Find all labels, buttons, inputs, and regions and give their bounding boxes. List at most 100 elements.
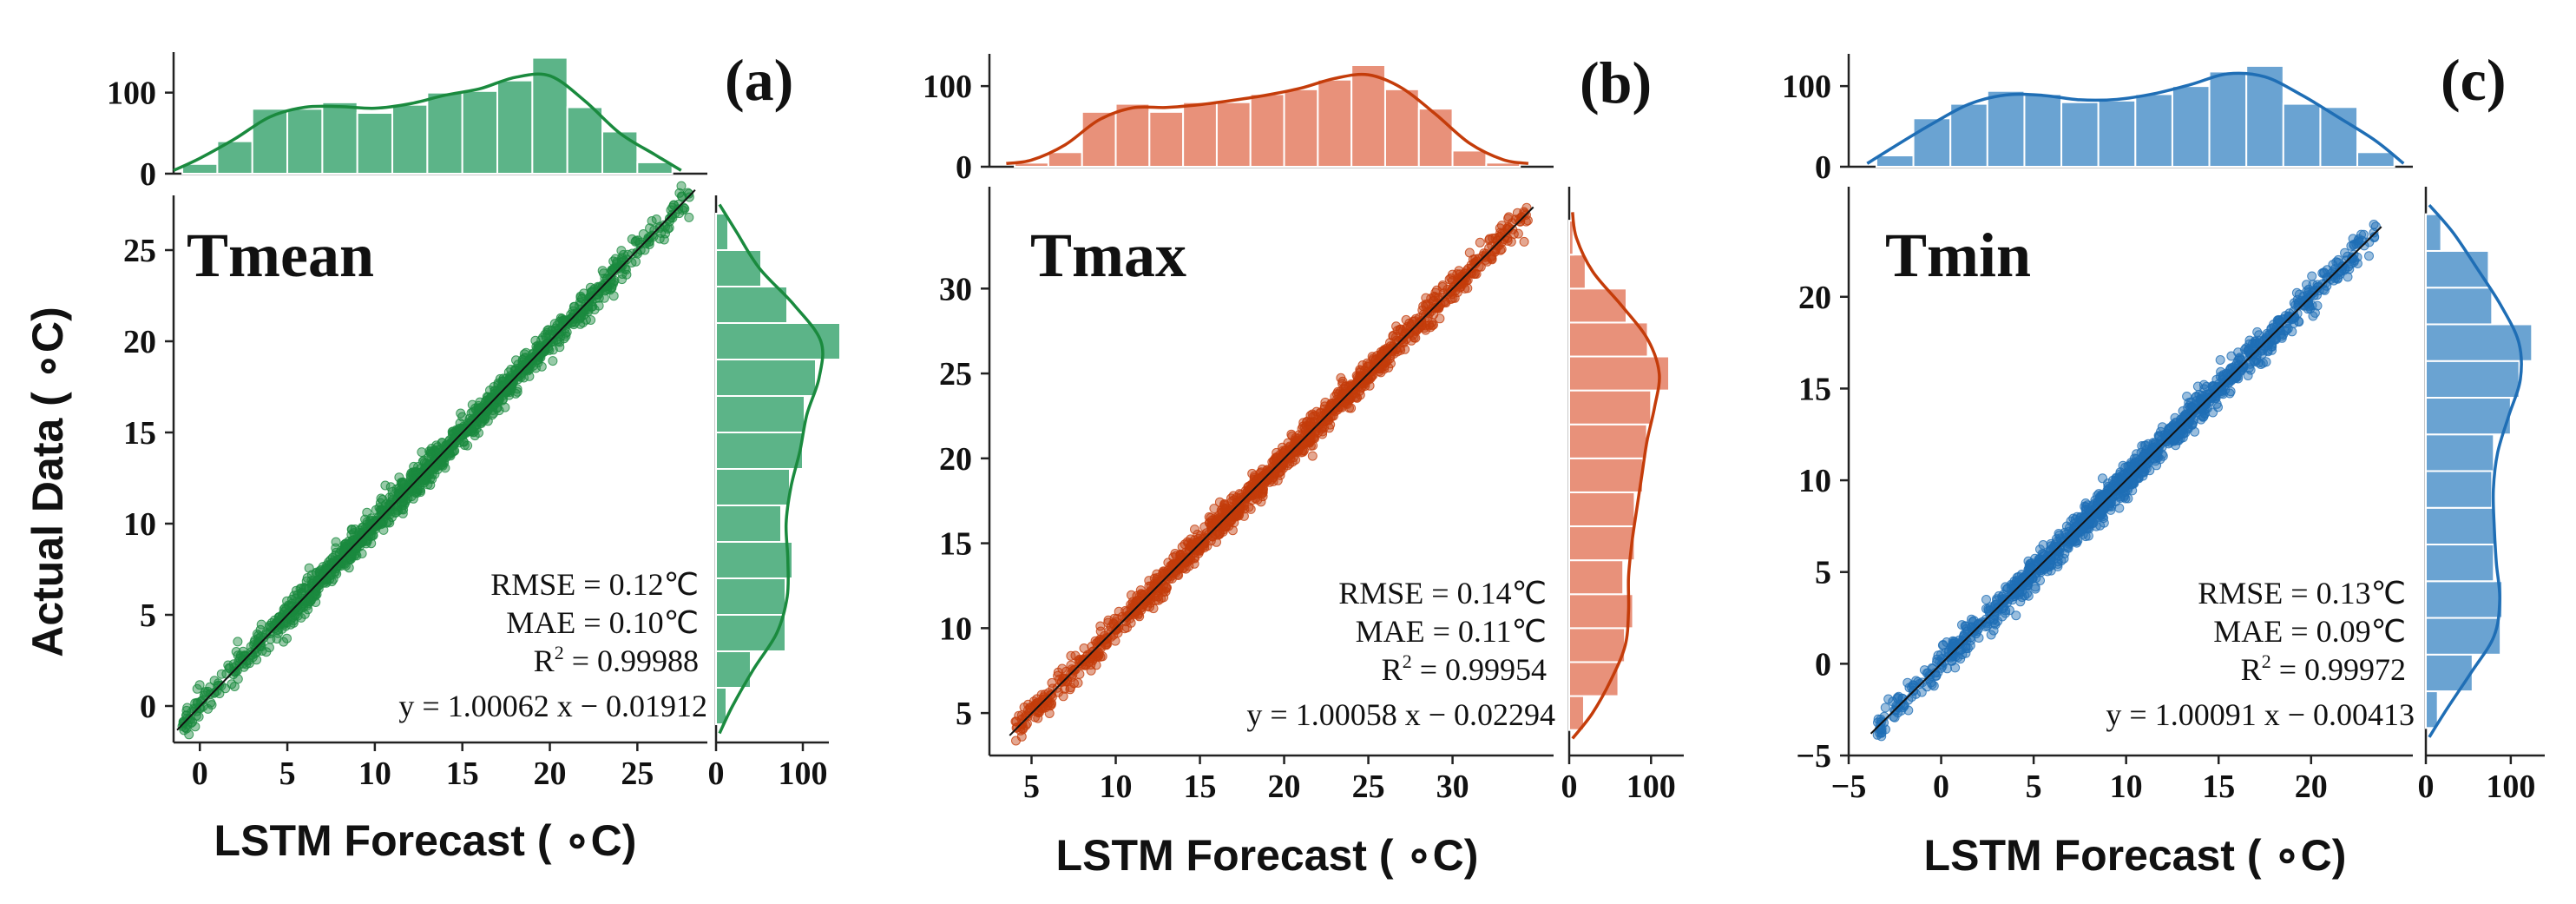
right-hist-tick-label: 0: [2418, 769, 2435, 805]
right-hist-bar: [715, 505, 782, 543]
rmse-text: RMSE = 0.12℃: [490, 567, 699, 602]
equation-text: y = 1.00091 x − 0.00413: [2106, 697, 2415, 732]
r2-text: R2 = 0.99988: [534, 642, 699, 678]
scatter-point: [1023, 699, 1034, 709]
top-hist-bar: [1949, 102, 1988, 168]
scatter-point: [674, 188, 685, 198]
scatter-point: [396, 478, 406, 488]
scatter-point: [1202, 541, 1212, 551]
scatter-point: [1876, 715, 1886, 724]
y-axis-label: Actual Data ( ∘C): [23, 307, 72, 657]
scatter-point: [1307, 451, 1318, 461]
scatter-point: [1091, 660, 1101, 670]
x-tick-label: 20: [1268, 769, 1301, 805]
top-hist-bar: [2134, 93, 2173, 168]
right-hist-bar: [2425, 653, 2474, 693]
y-tick-label: 0: [140, 689, 156, 725]
rmse-text: RMSE = 0.14℃: [1338, 576, 1547, 610]
right-hist-bar: [1568, 254, 1587, 290]
y-tick-label: 10: [123, 506, 156, 543]
right-hist-bar: [2425, 580, 2504, 619]
equation-text: y = 1.00062 x − 0.01912: [398, 689, 707, 723]
x-tick-label: 20: [534, 756, 567, 792]
scatter-point: [1232, 497, 1242, 507]
scatter-point: [2157, 449, 2167, 459]
right-hist-bar: [715, 432, 804, 470]
top-hist-bar: [2208, 70, 2248, 168]
y-tick-label: 15: [123, 415, 156, 452]
scatter-point: [1289, 442, 1299, 452]
right-hist-bar: [2425, 506, 2497, 546]
right-hist-bar: [2425, 213, 2442, 252]
top-hist-bar: [2060, 101, 2100, 168]
top-hist-bar: [636, 161, 674, 175]
scatter-point: [1160, 582, 1171, 592]
x-tick-label: 5: [1023, 769, 1040, 805]
x-tick-label: 0: [1933, 769, 1949, 805]
top-hist-bar: [1249, 93, 1285, 168]
y-tick-label: 15: [1798, 371, 1831, 407]
x-tick-label: 5: [2026, 769, 2042, 805]
scatter-point: [1249, 474, 1259, 485]
scatter-point: [445, 449, 456, 459]
scatter-point: [2109, 492, 2119, 501]
scatter-point: [1355, 390, 1365, 400]
scatter-point: [2001, 608, 2010, 618]
scatter-point: [2054, 529, 2064, 538]
scatter-point: [2319, 267, 2330, 278]
top-hist-bar: [1215, 101, 1252, 168]
scatter-point: [1047, 698, 1056, 709]
scatter-point: [608, 291, 619, 301]
scatter-point: [244, 658, 254, 669]
top-hist-bar: [1148, 110, 1185, 168]
top-hist-tick-label: 0: [140, 156, 156, 193]
scatter-point: [358, 522, 368, 532]
r2-prefix: R: [1382, 652, 1403, 687]
y-tick-label: 25: [123, 233, 156, 269]
scatter-point: [1454, 266, 1464, 276]
r2-text: R2 = 0.99954: [1382, 650, 1547, 687]
scatter-point: [1259, 475, 1269, 485]
scatter-point: [576, 307, 587, 318]
y-tick-label: 25: [939, 356, 972, 393]
right-hist-bar: [1568, 287, 1627, 324]
x-tick-label: 15: [1184, 769, 1217, 805]
scatter-point: [1357, 360, 1368, 370]
scatter-point: [1519, 236, 1529, 247]
top-hist-bar: [2023, 93, 2063, 168]
y-tick-label: 5: [1815, 555, 1831, 591]
top-hist-bar: [1317, 78, 1353, 168]
r2-superscript: 2: [1403, 650, 1412, 672]
x-axis-label-a: LSTM Forecast ( ∘C): [214, 816, 637, 865]
right-hist-bar: [715, 286, 788, 324]
scatter-point: [264, 643, 274, 653]
right-hist-tick-label: 0: [1561, 769, 1578, 805]
scatter-point: [2198, 412, 2208, 422]
right-histogram: [2425, 213, 2533, 729]
scatter-point: [357, 537, 367, 547]
right-hist-tick-label: 100: [1626, 769, 1676, 805]
scatter-point: [304, 563, 314, 573]
scatter-point: [470, 431, 480, 441]
panel-letter: (a): [725, 47, 793, 113]
mae-text: MAE = 0.09℃: [2213, 614, 2406, 649]
scatter-point: [632, 247, 642, 257]
y-tick-label: 5: [140, 597, 156, 634]
scatter-point: [2046, 538, 2056, 549]
scatter-point: [631, 256, 641, 267]
x-tick-label: 10: [1100, 769, 1133, 805]
scatter-point: [2038, 540, 2048, 550]
right-hist-tick-label: 100: [2486, 769, 2535, 805]
scatter-point: [1153, 583, 1163, 593]
right-hist-bar: [2425, 617, 2502, 656]
scatter-point: [2022, 580, 2033, 591]
scatter-point: [1011, 736, 1021, 746]
scatter-point: [2364, 251, 2374, 261]
r2-text: R2 = 0.99972: [2241, 650, 2406, 687]
scatter-point: [2014, 577, 2024, 587]
scatter-point: [2292, 294, 2303, 305]
x-axis-label-b: LSTM Forecast ( ∘C): [1056, 831, 1479, 880]
scatter-point: [1097, 651, 1107, 662]
